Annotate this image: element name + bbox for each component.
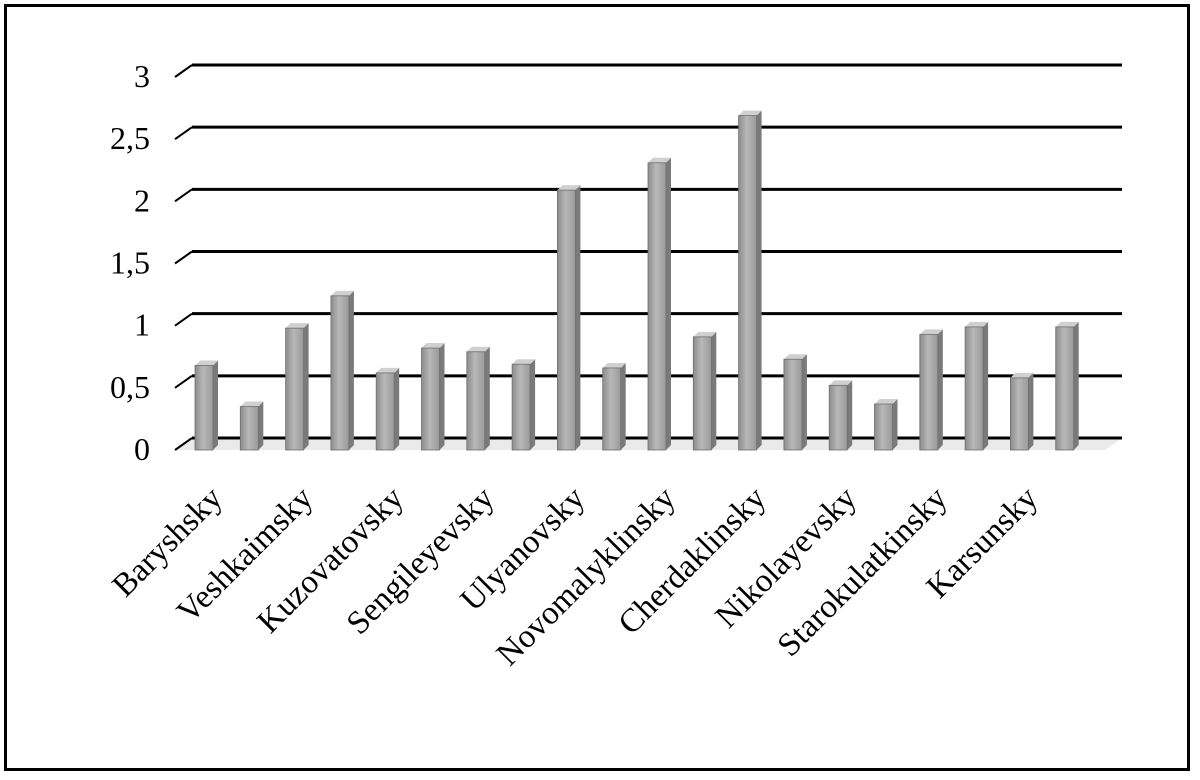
y-tick-label: 3: [134, 58, 150, 94]
bar: [647, 157, 671, 451]
y-tick-label: 0,5: [110, 369, 150, 405]
bar: [602, 362, 626, 451]
bar: [919, 329, 943, 451]
bar: [874, 398, 898, 451]
bar: [964, 321, 989, 451]
bar: [466, 346, 490, 451]
bar: [557, 185, 581, 451]
bar: [1055, 321, 1079, 451]
y-tick-label: 2: [134, 182, 150, 218]
bar: [828, 380, 853, 451]
y-tick-label: 2,5: [110, 120, 150, 156]
bar: [738, 110, 762, 451]
bar: [285, 323, 309, 451]
y-tick-label: 0: [134, 431, 150, 467]
gridline: [174, 63, 1122, 78]
bar: [511, 359, 536, 451]
y-tick-label: 1: [134, 307, 150, 343]
bar: [194, 360, 218, 451]
y-tick-label: 1,5: [110, 245, 150, 281]
bar: [375, 367, 400, 451]
bar: [692, 331, 717, 451]
gridline: [174, 125, 1122, 140]
bar: [421, 343, 445, 451]
bar: [330, 290, 354, 451]
bar: [783, 354, 807, 451]
bar: [1010, 372, 1034, 451]
bar: [239, 401, 264, 451]
